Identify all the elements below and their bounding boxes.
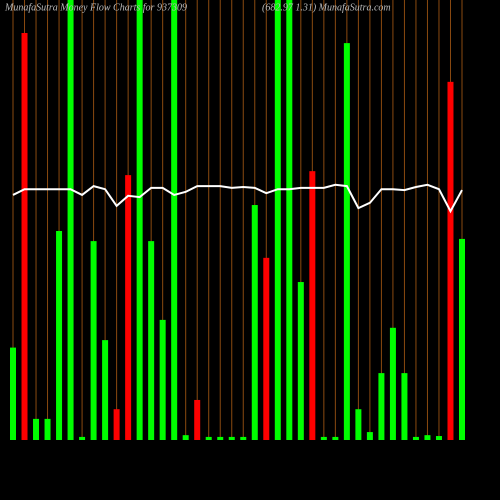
bar <box>297 282 304 440</box>
bar <box>286 0 293 440</box>
bar <box>435 436 442 440</box>
bar <box>459 238 465 440</box>
bar <box>136 0 143 440</box>
bar <box>217 436 224 440</box>
bar <box>401 373 408 440</box>
plot-area <box>10 0 465 441</box>
bar <box>159 319 166 440</box>
bar <box>389 327 396 440</box>
bar <box>171 0 178 440</box>
bar <box>366 432 373 440</box>
bar <box>67 0 74 440</box>
bar <box>263 257 270 440</box>
chart-title: MunafaSutra Money Flow Charts for 937309 <box>4 2 187 13</box>
bar <box>113 409 120 440</box>
bar <box>274 0 281 440</box>
bar <box>332 436 339 440</box>
bar <box>102 340 109 440</box>
bar <box>309 171 316 440</box>
bar <box>320 436 327 440</box>
bar <box>424 435 431 440</box>
bar <box>21 33 28 440</box>
bar <box>182 435 189 440</box>
bar <box>228 436 235 440</box>
chart-subtitle: (682.97 1.31) MunafaSutra.com <box>262 2 391 13</box>
bar <box>79 436 86 440</box>
bar <box>447 81 454 440</box>
bar <box>412 436 419 440</box>
bar <box>56 231 63 440</box>
bar <box>355 409 362 440</box>
bar <box>33 418 40 440</box>
bar <box>125 175 132 440</box>
bar <box>343 43 350 441</box>
bar <box>240 436 247 440</box>
bar <box>205 436 212 440</box>
bar <box>90 241 97 440</box>
bar <box>44 418 51 440</box>
bar <box>148 241 155 440</box>
bar <box>10 347 16 440</box>
bar <box>251 205 258 440</box>
bar <box>378 373 385 440</box>
bar <box>194 399 201 440</box>
line <box>12 183 463 214</box>
